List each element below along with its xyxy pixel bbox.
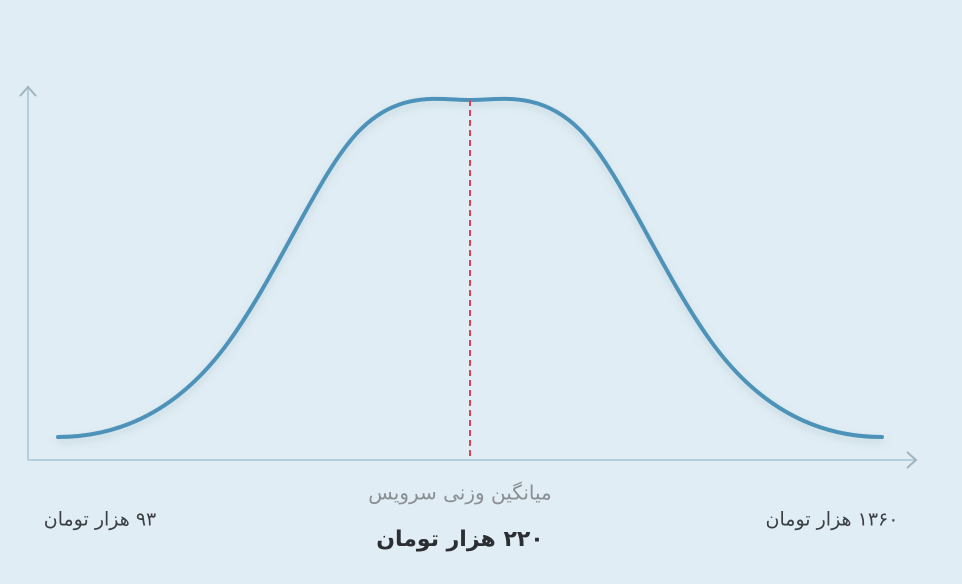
min-value: ۹۳ هزار تومان <box>44 509 156 531</box>
y-arrow <box>19 85 37 97</box>
max-value: ۱۳۶۰ هزار تومان <box>766 509 899 531</box>
axes <box>19 85 918 469</box>
mean-label: میانگین وزنی سرویس <box>368 481 552 505</box>
x-arrow <box>906 451 918 469</box>
mean-value: ۲۲۰ هزار تومان <box>376 527 543 552</box>
distribution-curve <box>56 96 884 439</box>
